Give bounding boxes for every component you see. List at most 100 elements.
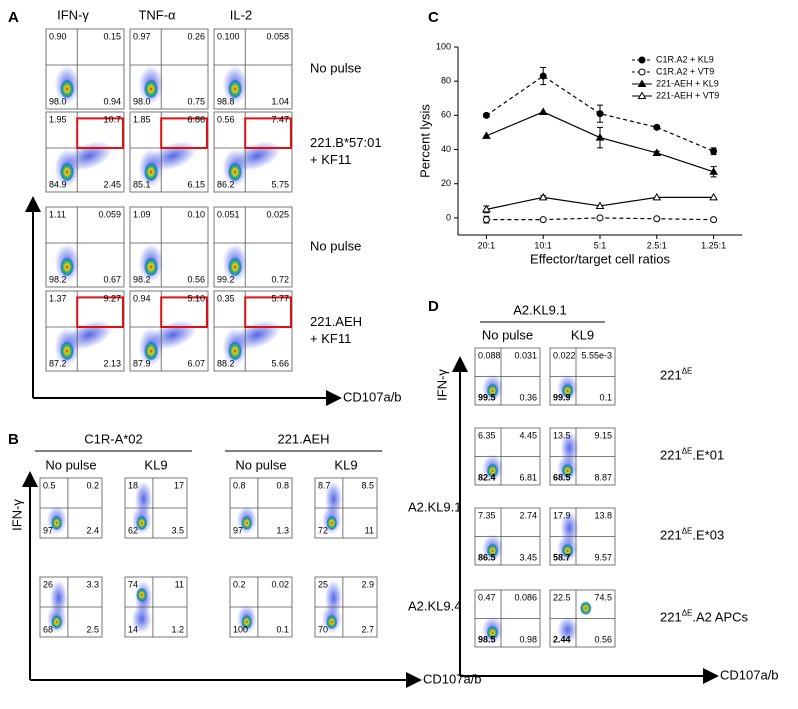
y-axis-label: IFN-γ <box>9 499 24 531</box>
quadrant-value: 0.02 <box>271 579 289 589</box>
legend-label: C1R.A2 + KL9 <box>656 54 714 64</box>
quadrant-value: 22.5 <box>553 592 571 602</box>
data-point <box>709 192 718 201</box>
quadrant-value: 2.13 <box>103 358 121 368</box>
legend-marker <box>638 68 646 76</box>
quadrant-value: 2.9 <box>361 579 374 589</box>
quadrant-value: 8.5 <box>361 480 374 490</box>
quadrant-value: 1.3 <box>276 525 289 535</box>
quadrant-value: 13.5 <box>553 430 571 440</box>
cell-core <box>144 162 159 182</box>
cell-core <box>228 257 243 277</box>
quadrant-value: 88.2 <box>217 358 235 368</box>
quadrant-value: 13.8 <box>594 510 612 520</box>
column-header: No pulse <box>482 327 533 342</box>
legend-marker <box>637 91 647 99</box>
cell-core <box>144 257 159 277</box>
panel-letter: A <box>8 9 19 26</box>
gate <box>244 296 292 328</box>
quadrant-value: 0.059 <box>98 209 121 219</box>
quadrant-value: 1.2 <box>171 624 184 634</box>
flow-plot: 0.97 0.26 98.0 0.75 <box>129 28 209 110</box>
quadrant-value: 0.56 <box>217 114 235 124</box>
gate <box>244 117 292 150</box>
quadrant-value: 0.97 <box>133 31 151 41</box>
flow-plot: 0.35 5.77 88.2 5.66 <box>213 290 293 372</box>
cell-core <box>326 515 338 531</box>
row-label: 221ΔE.E*03 <box>660 527 724 543</box>
quadrant-value: 0.1 <box>599 392 612 402</box>
row-label: No pulse <box>310 238 361 253</box>
row-label-suffix: .E*01 <box>692 448 724 463</box>
row-label: A2.KL9.4 <box>408 598 462 613</box>
group-header: C1R-A*02 <box>84 431 143 446</box>
data-point <box>482 216 490 224</box>
column-header: IFN-γ <box>57 7 89 22</box>
cell-core <box>579 601 592 616</box>
quadrant-value: 3.5 <box>171 525 184 535</box>
flow-plot: 0.56 7.47 86.2 5.75 <box>213 111 293 193</box>
flow-plot: 25 2.9 70 2.7 <box>314 576 378 638</box>
quadrant-value: 0.67 <box>103 274 121 284</box>
row-label-sup: ΔE <box>682 367 693 376</box>
flow-plot: 17.9 13.8 58.7 9.57 <box>549 507 616 566</box>
quadrant-value: 74.5 <box>594 592 612 602</box>
quadrant-value: 85.1 <box>133 179 151 189</box>
quadrant-value: 0.26 <box>187 31 205 41</box>
x-tick-label: 2.5:1 <box>647 240 667 250</box>
flow-plot: 18 17 62 3.5 <box>124 477 188 539</box>
flow-plot: 26 3.3 68 2.5 <box>39 576 103 638</box>
quadrant-value: 0.35 <box>217 293 235 303</box>
flow-plot: 0.8 0.8 97 1.3 <box>229 477 293 539</box>
y-axis-label: IFN-γ <box>434 369 449 401</box>
cell-core <box>136 587 148 603</box>
quadrant-value: 70 <box>318 624 328 634</box>
flow-plot: 1.09 0.10 98.2 0.56 <box>129 206 209 288</box>
flow-plot: 1.95 10.7 84.9 2.45 <box>45 111 125 193</box>
group-header: 221.AEH <box>277 431 329 446</box>
quadrant-value: 9.27 <box>103 293 121 303</box>
cell-core <box>60 341 75 361</box>
quadrant-value: 8.87 <box>594 472 612 482</box>
row-label-suffix: .A2 APCs <box>692 610 748 625</box>
quadrant-value: 6.15 <box>187 179 205 189</box>
quadrant-value: 2.44 <box>553 634 571 644</box>
quadrant-value: 6.81 <box>519 472 537 482</box>
quadrant-value: 0.94 <box>103 96 121 106</box>
data-point <box>710 216 718 224</box>
quadrant-value: 98.8 <box>217 96 235 106</box>
cell-core <box>486 463 499 478</box>
data-point <box>595 201 605 209</box>
quadrant-value: 2.45 <box>103 179 121 189</box>
quadrant-value: 84.9 <box>49 179 67 189</box>
data-point <box>539 216 547 224</box>
column-header: KL9 <box>571 327 594 342</box>
cell-core <box>326 614 338 630</box>
quadrant-value: 99.9 <box>553 392 571 402</box>
x-axis-label: Effector/target cell ratios <box>530 251 670 266</box>
quadrant-value: 3.45 <box>519 552 537 562</box>
legend-marker <box>637 79 647 87</box>
quadrant-value: 99.5 <box>478 392 496 402</box>
quadrant-value: 97 <box>43 525 53 535</box>
quadrant-value: 11 <box>175 579 184 589</box>
column-header: TNF-α <box>138 7 176 22</box>
quadrant-value: 1.85 <box>133 114 151 124</box>
quadrant-value: 11 <box>365 525 374 535</box>
data-point <box>595 133 605 141</box>
quadrant-value: 25 <box>318 579 328 589</box>
gate <box>160 296 208 328</box>
quadrant-value: 9.15 <box>594 430 612 440</box>
quadrant-value: 0.72 <box>271 274 289 284</box>
y-axis-label: Percent lysis <box>417 104 432 178</box>
column-header: No pulse <box>45 457 96 472</box>
quadrant-value: 0.086 <box>514 592 537 602</box>
data-point <box>482 204 491 213</box>
quadrant-value: 100 <box>233 624 248 634</box>
quadrant-value: 0.10 <box>187 209 205 219</box>
gate <box>160 117 208 150</box>
data-point <box>538 192 548 201</box>
y-tick-label: 60 <box>441 110 451 120</box>
